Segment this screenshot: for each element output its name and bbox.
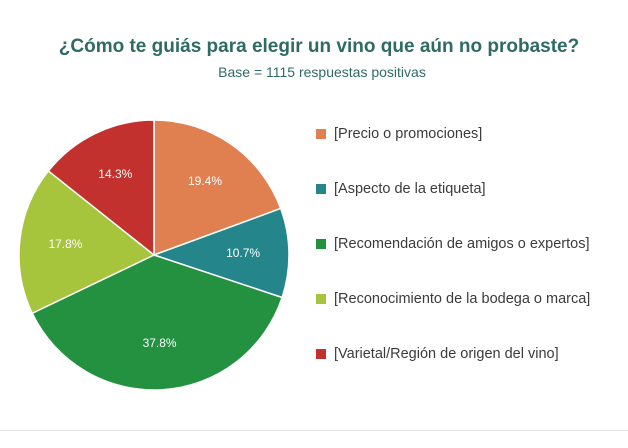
legend-label-4: [Reconocimiento de la bodega o marca] — [334, 291, 591, 307]
legend-item-4: [Reconocimiento de la bodega o marca] — [316, 289, 590, 309]
pie-slice-4 — [18, 169, 156, 315]
slice-data-label-2: 10.7% — [226, 246, 260, 260]
legend-label-1: [Precio o promociones] — [334, 126, 483, 142]
legend-item-3: [Recomendación de amigos o expertos] — [316, 234, 590, 254]
legend-swatch-5 — [316, 349, 326, 359]
legend-item-2: [Aspecto de la etiqueta] — [316, 179, 486, 199]
legend-item-1: [Precio o promociones] — [316, 124, 482, 144]
pie-slice-2 — [151, 207, 290, 299]
chart-title: ¿Cómo te guiás para elegir un vino que a… — [58, 36, 580, 57]
legend-label-5: [Varietal/Región de origen del vino] — [334, 346, 559, 362]
legend-item-5: [Varietal/Región de origen del vino] — [316, 344, 559, 364]
slice-data-label-5: 14.3% — [98, 167, 132, 181]
legend-swatch-2 — [316, 184, 326, 194]
slice-data-label-3: 37.8% — [143, 336, 177, 350]
legend-swatch-3 — [316, 239, 326, 249]
legend-label-3: [Recomendación de amigos o expertos] — [334, 236, 590, 252]
legend-swatch-4 — [316, 294, 326, 304]
legend-label-2: [Aspecto de la etiqueta] — [334, 181, 486, 197]
chart-subtitle: Base = 1115 respuestas positivas — [218, 64, 426, 80]
pie-slice-3 — [31, 254, 284, 391]
pie-slice-1 — [153, 119, 282, 257]
legend-swatch-1 — [316, 129, 326, 139]
bottom-divider — [0, 430, 628, 431]
slice-data-label-4: 17.8% — [48, 237, 82, 251]
slice-data-label-1: 19.4% — [188, 174, 222, 188]
pie-slice-5 — [47, 119, 155, 257]
